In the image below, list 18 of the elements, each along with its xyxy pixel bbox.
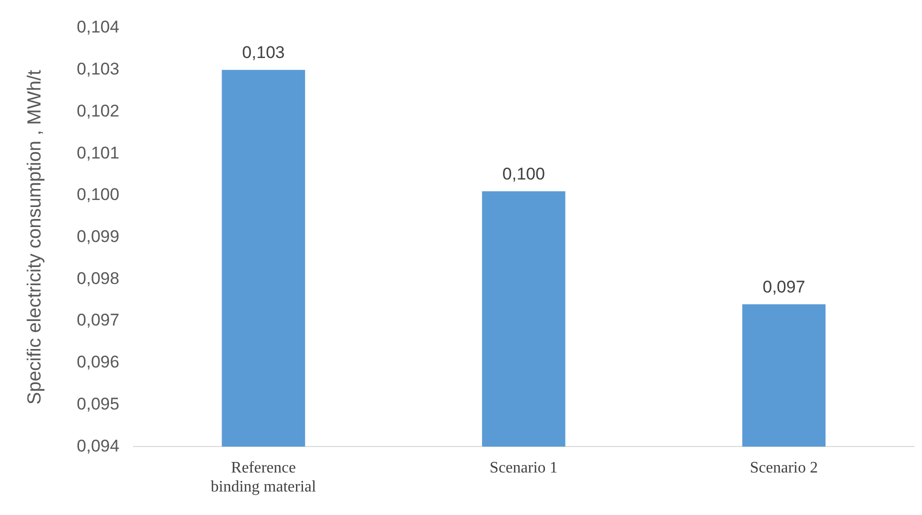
- y-tick-label: 0,097: [76, 310, 120, 330]
- data-label: 0,097: [762, 277, 806, 296]
- y-tick-label: 0,098: [76, 268, 120, 288]
- y-tick-label: 0,103: [76, 60, 120, 79]
- y-tick-label: 0,099: [76, 226, 120, 246]
- y-tick-label: 0,101: [76, 143, 120, 162]
- x-tick-label: Scenario 1: [490, 459, 558, 476]
- data-label: 0,100: [502, 164, 545, 184]
- y-tick-label: 0,100: [76, 185, 120, 204]
- y-tick-label: 0,096: [76, 352, 120, 372]
- y-tick-label: 0,095: [76, 394, 120, 414]
- data-label: 0,103: [242, 43, 285, 62]
- y-tick-label: 0,102: [76, 101, 120, 120]
- x-tick-label: Scenario 2: [750, 459, 818, 476]
- x-tick-label: Reference binding material: [210, 459, 317, 496]
- y-axis-title: Specific electricity consumption , MWh/t: [24, 69, 46, 405]
- y-tick-label: 0,104: [76, 18, 120, 37]
- y-tick-label: 0,094: [76, 436, 120, 456]
